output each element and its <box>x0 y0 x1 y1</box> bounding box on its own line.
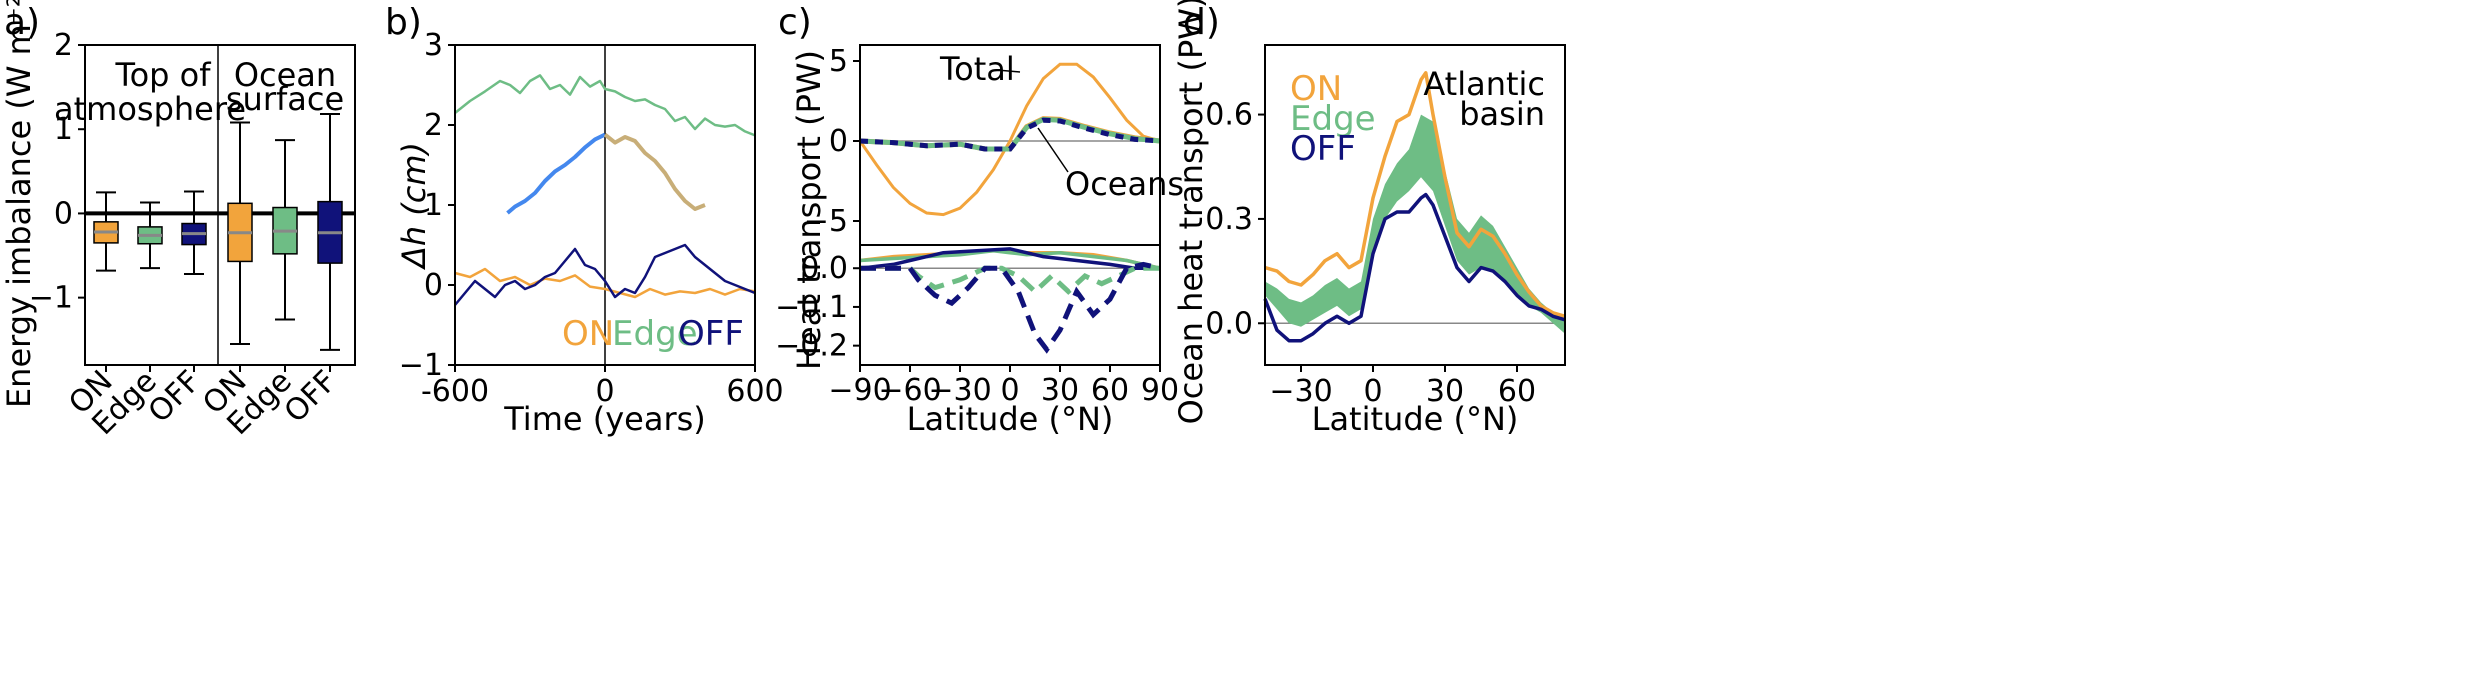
panel-d: d) Ocean heat transport (PW) Latitude (°… <box>1172 0 1566 438</box>
panel-b-xlabel: Time (years) <box>503 400 706 438</box>
series-line <box>858 62 1161 217</box>
y-tick-label: −0.1 <box>775 290 848 325</box>
panel-c-label: c) <box>778 2 812 43</box>
panel-b-label: b) <box>385 2 422 43</box>
legend-on: ON <box>562 314 614 354</box>
y-tick-label: 0.0 <box>800 251 848 286</box>
y-tick-label: 2 <box>54 28 73 63</box>
panel-d-xlabel: Latitude (°N) <box>1312 400 1519 438</box>
panel-a: a) Energy imbalance (W m⁻²) 210−1ONEdgeO… <box>0 0 356 442</box>
legend-on: ON <box>1290 69 1342 109</box>
y-tick-label: 1 <box>424 188 443 223</box>
x-tick-label: -600 <box>421 374 489 409</box>
panel-b-marks: 3 2 1 0 −1-600 0 600 <box>399 28 784 409</box>
legend-off: OFF <box>678 314 744 354</box>
panel-a-ylabel: Energy imbalance (W m⁻²) <box>0 0 38 408</box>
y-tick-label: 1 <box>54 112 73 147</box>
x-tick-label: 600 <box>726 374 783 409</box>
total-pointer <box>996 69 1021 73</box>
basin-annotation: Atlantic <box>1423 65 1545 103</box>
group-title-line2: surface <box>226 80 344 118</box>
y-tick-label: 2 <box>424 108 443 143</box>
y-tick-label: 5 <box>829 44 848 79</box>
series-line <box>603 133 706 211</box>
series-line <box>859 249 1161 270</box>
oceans-annotation: Oceans <box>1065 165 1184 203</box>
series-line <box>859 247 1160 270</box>
panel-d-frame <box>1264 44 1566 366</box>
oceans-pointer <box>1037 127 1069 173</box>
legend-edge: Edge <box>612 314 698 354</box>
panel-c: c) Heat transport (PW) Latitude (°N) 50−… <box>775 2 1184 438</box>
y-tick-label: 0.3 <box>1205 202 1253 237</box>
y-tick-label: −5 <box>804 204 848 239</box>
panel-b-frame <box>454 44 756 366</box>
panel-b: b) Δh (cm) Time (years) 3 2 1 0 −1-600 0 600 O… <box>385 2 784 438</box>
basin-annotation: basin <box>1459 95 1545 133</box>
y-tick-label: 0 <box>424 268 443 303</box>
series-line <box>454 74 756 137</box>
panel-b-ylabel: Δh (cm) <box>395 142 433 271</box>
legend-edge: Edge <box>1290 99 1376 139</box>
y-tick-label: 0 <box>829 124 848 159</box>
x-tick-label: 0 <box>595 374 614 409</box>
x-tick-label: −60 <box>878 373 941 408</box>
y-tick-label: 3 <box>424 28 443 63</box>
panel-d-label: d) <box>1183 2 1220 43</box>
panel-a-frame <box>84 44 356 366</box>
x-tick-label: 0 <box>1363 374 1382 409</box>
series-line <box>454 243 756 306</box>
x-tick-label: 30 <box>1426 374 1464 409</box>
panel-c-xlabel: Latitude (°N) <box>907 400 1114 438</box>
group-title-line1: Ocean <box>234 56 336 94</box>
series-line <box>860 261 1161 354</box>
series-line <box>1264 71 1566 318</box>
x-tick-label: −30 <box>928 373 991 408</box>
y-tick-label: −0.2 <box>775 329 848 364</box>
y-tick-label: 0 <box>54 196 73 231</box>
panel-c-marks: 5 0 −5 0.0 −0.1 −0.2 −90−60−30 0 30 60 90 <box>775 44 1179 408</box>
panel-c-ylabel: Heat transport (PW) <box>790 50 828 370</box>
series-line <box>860 265 1160 295</box>
x-tick-label: 0 <box>1000 373 1019 408</box>
x-tick-label: −30 <box>1269 374 1332 409</box>
group-title-line2: atmosphere <box>54 90 246 128</box>
y-tick-label: −1 <box>399 348 443 383</box>
edge-band <box>1265 114 1565 334</box>
x-tick-label: 30 <box>1041 373 1079 408</box>
x-tick-label: 90 <box>1141 373 1179 408</box>
x-tick-label: 60 <box>1498 374 1536 409</box>
series-line <box>859 117 1161 152</box>
x-tick-label: 60 <box>1091 373 1129 408</box>
y-tick-label: 0.6 <box>1205 98 1253 133</box>
panel-c-frame <box>859 44 1161 366</box>
group-title-line1: Top of <box>114 56 211 94</box>
panel-d-ylabel: Ocean heat transport (PW) <box>1172 0 1210 424</box>
series-line <box>1263 192 1566 343</box>
y-tick-label: −1 <box>29 281 73 316</box>
total-annotation: Total <box>939 50 1015 88</box>
panel-a-label: a) <box>4 2 40 43</box>
series-line <box>454 267 756 299</box>
x-tick-label: −90 <box>828 373 891 408</box>
legend-off: OFF <box>1290 129 1356 169</box>
series-line <box>506 132 606 215</box>
x-tick-label: OFF <box>278 364 344 430</box>
panel-d-marks: 0.6 0.3 0.0 −30 0 30 60 <box>1205 71 1566 409</box>
y-tick-label: 0.0 <box>1205 306 1253 341</box>
